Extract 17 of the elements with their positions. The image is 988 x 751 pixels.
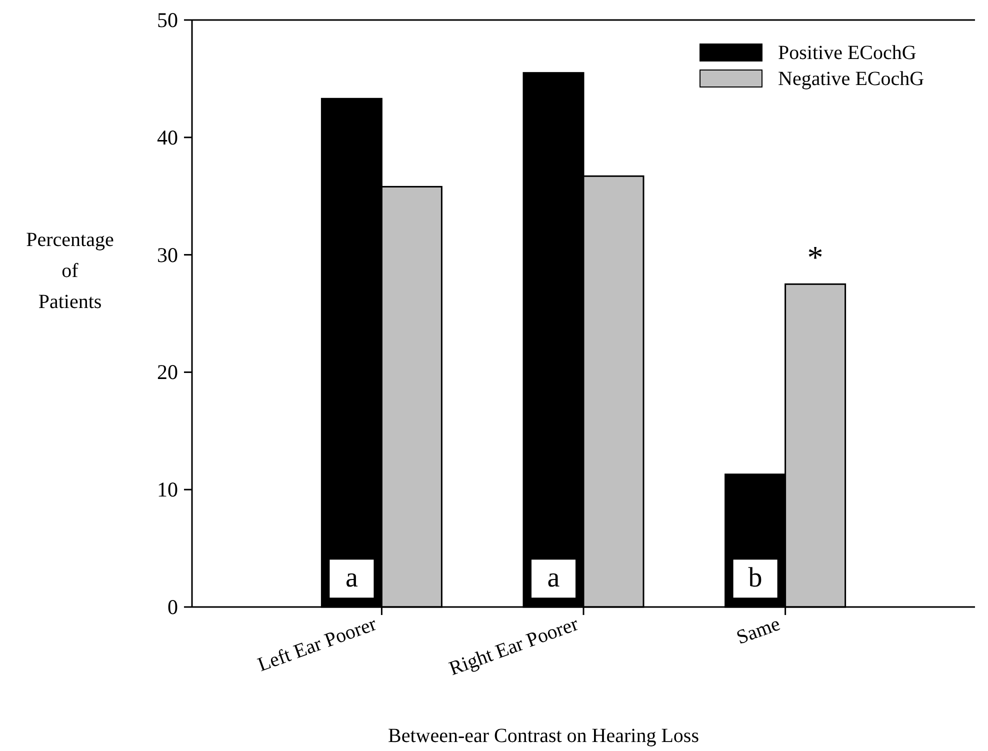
y-tick-label: 30 (157, 242, 178, 267)
annotation: * (807, 239, 824, 276)
y-tick-label: 50 (157, 8, 178, 32)
x-tick-label: Right Ear Poorer (446, 612, 582, 680)
legend-label: Negative ECochG (778, 68, 924, 90)
y-tick-label: 0 (168, 595, 178, 619)
x-axis-title: Between-ear Contrast on Hearing Loss (388, 725, 700, 747)
annotation: b (748, 562, 762, 594)
legend-label: Positive ECochG (778, 42, 916, 64)
y-tick-label: 20 (157, 360, 178, 384)
x-tick-label: Same (734, 612, 784, 649)
x-tick-label: Left Ear Poorer (254, 612, 380, 676)
y-axis-title: Percentage of Patients (26, 229, 114, 313)
annotation: a (547, 562, 560, 594)
y-tick-label: 40 (157, 125, 178, 150)
y-tick-label: 10 (157, 478, 178, 502)
annotation: a (345, 562, 358, 594)
